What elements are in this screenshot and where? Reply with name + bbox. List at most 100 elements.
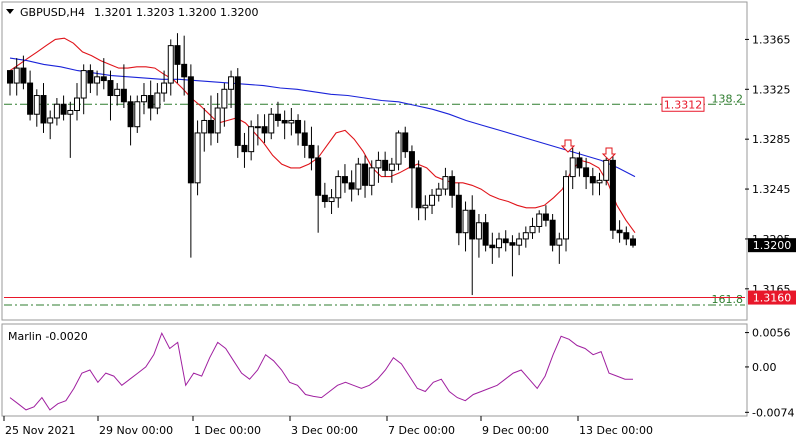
candle-body-down (181, 63, 188, 78)
level-box-low (748, 290, 796, 305)
candle (449, 170, 456, 208)
candle (630, 235, 636, 248)
candle-body-up (33, 95, 40, 115)
candle (33, 89, 40, 127)
candle-body-down (482, 222, 489, 246)
candle (429, 189, 436, 214)
candle-body-down (341, 176, 348, 184)
candle-body-up (80, 70, 87, 99)
candle-body-down (261, 126, 268, 134)
candle (80, 64, 87, 115)
candle-body-down (60, 103, 67, 115)
candle (536, 210, 543, 233)
ma-blue-line (9, 57, 636, 178)
down-arrow-icon (560, 139, 576, 153)
candle (422, 195, 429, 221)
candle-body-down (241, 144, 248, 153)
candle-body-down (281, 119, 288, 124)
time-tick-label: 3 Dec 00:00 (291, 424, 358, 437)
candle (382, 151, 389, 177)
current-price-box (748, 238, 796, 253)
candle-body-down (321, 194, 328, 203)
candle-body-up (53, 103, 60, 119)
candle (341, 164, 348, 193)
candle-body-down (455, 194, 462, 234)
candle-body-up (94, 76, 101, 84)
candle-body-down (609, 159, 616, 231)
candle (27, 70, 34, 121)
candle (522, 226, 529, 248)
menu-triangle-icon[interactable] (6, 9, 14, 14)
candle-body-down (502, 238, 509, 244)
candle (395, 130, 402, 171)
candle-body-down (623, 232, 630, 240)
candle-body-down (40, 95, 47, 124)
level-box-high (661, 96, 705, 112)
candle (589, 167, 596, 196)
price-tick-label: 1.3325 (752, 83, 791, 96)
candle (482, 214, 489, 252)
ma-red-line (9, 37, 636, 234)
candle-body-down (107, 80, 114, 97)
candle (100, 58, 107, 90)
candle (87, 64, 94, 94)
down-arrow-icon (601, 147, 617, 161)
candle (516, 232, 523, 256)
candle (7, 70, 13, 96)
candle (114, 83, 121, 106)
candle-body-up (563, 176, 570, 240)
candle (576, 151, 583, 177)
candle (556, 232, 563, 264)
candle-body-up (529, 225, 536, 234)
candle-body-up (442, 176, 449, 190)
candle-body-up (221, 88, 228, 109)
candle-body-down (100, 76, 107, 82)
time-axis: 25 Nov 2021 29 Nov 00:00 1 Dec 00:00 3 Dec … (3, 416, 653, 437)
candle (234, 68, 241, 158)
candle (469, 195, 476, 296)
candle-body-down (27, 82, 34, 115)
candle-body-down (616, 229, 623, 234)
candle-body-up (522, 232, 529, 240)
candle (241, 132, 248, 168)
candle (60, 95, 67, 121)
candle (73, 83, 80, 121)
candle (268, 108, 275, 140)
candle-body-up (435, 188, 442, 196)
candle-body-down (274, 113, 281, 121)
candle-body-up (167, 45, 174, 84)
candle-body-down (147, 95, 154, 109)
candle (214, 93, 221, 143)
candle (321, 182, 328, 208)
candle (181, 35, 188, 96)
indicator-tick-label: 0.00 (752, 361, 777, 374)
candle (328, 189, 335, 214)
candle-body-up (603, 159, 610, 181)
candle (529, 217, 536, 239)
indicator-panel (1, 323, 748, 417)
candle-body-up (288, 119, 295, 124)
level-box-high-text: 1.3312 (664, 98, 703, 111)
candle-body-up (536, 213, 543, 227)
candle-body-down (509, 242, 516, 246)
candle-body-up (496, 238, 503, 249)
candle (435, 182, 442, 202)
candle (13, 58, 20, 96)
candle-body-down (315, 157, 322, 196)
price-tick-label: 1.3365 (752, 33, 791, 46)
candle (549, 214, 556, 252)
candle (107, 70, 114, 121)
candle-body-up (328, 197, 335, 203)
candle (348, 170, 355, 202)
candle (563, 170, 570, 252)
candle-body-up (516, 238, 523, 246)
level-boxes: 1.3312 1.3160 1.3200 (661, 96, 796, 305)
candle-body-down (362, 163, 369, 186)
candle-body-down (207, 119, 214, 134)
candle-body-up (335, 176, 342, 199)
candle-body-down (415, 167, 422, 209)
time-tick-label: 25 Nov 2021 (5, 424, 75, 437)
candle-body-down (348, 182, 355, 190)
candle (596, 172, 603, 196)
